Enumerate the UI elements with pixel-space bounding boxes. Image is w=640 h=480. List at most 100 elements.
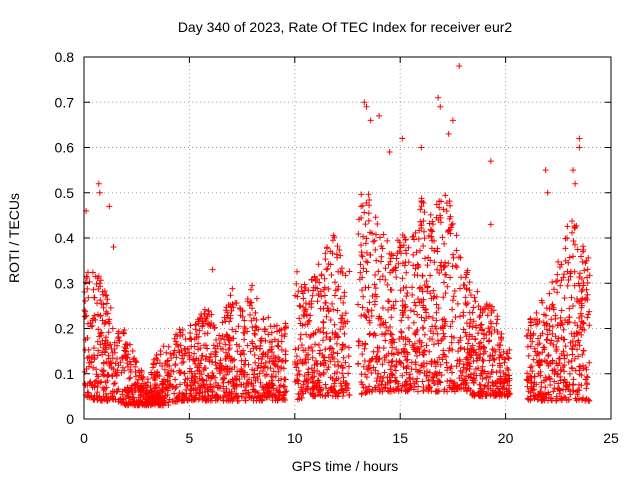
data-point — [412, 229, 419, 236]
data-point — [454, 300, 461, 307]
data-point — [168, 367, 175, 374]
data-point — [367, 357, 374, 364]
data-point — [379, 361, 386, 368]
data-point — [476, 314, 483, 321]
data-point — [426, 348, 433, 355]
data-point — [106, 396, 113, 403]
data-point — [314, 276, 321, 283]
y-tick-label: 0.6 — [55, 140, 75, 156]
data-point — [583, 286, 590, 293]
data-point — [466, 279, 473, 286]
data-point — [322, 360, 329, 367]
data-point — [139, 399, 146, 406]
data-point — [253, 345, 260, 352]
data-point — [438, 266, 445, 273]
data-point — [426, 232, 433, 239]
data-point — [282, 348, 289, 355]
data-point — [500, 348, 507, 355]
data-point — [434, 359, 441, 366]
data-point — [195, 340, 202, 347]
data-point — [127, 366, 134, 373]
data-point — [569, 302, 576, 309]
data-point — [132, 368, 139, 375]
data-point — [127, 399, 134, 406]
data-point — [105, 355, 112, 362]
data-point — [377, 234, 384, 241]
data-point — [366, 331, 373, 338]
data-point — [443, 208, 450, 215]
data-point — [241, 336, 248, 343]
data-point — [148, 369, 155, 376]
data-point — [344, 318, 351, 325]
data-point — [221, 314, 228, 321]
data-point — [524, 383, 531, 390]
data-point — [554, 289, 561, 296]
data-point — [385, 359, 392, 366]
data-point — [381, 354, 388, 361]
data-point — [247, 348, 254, 355]
data-point — [203, 397, 210, 404]
data-point — [416, 299, 423, 306]
data-point — [248, 286, 255, 293]
data-point — [429, 237, 436, 244]
data-point — [222, 349, 229, 356]
data-point — [270, 368, 277, 375]
data-point — [176, 390, 183, 397]
data-point — [448, 333, 455, 340]
data-point — [91, 393, 98, 400]
data-point — [476, 393, 483, 400]
data-point — [269, 374, 276, 381]
x-tick-label: 25 — [603, 430, 619, 446]
data-point — [322, 299, 329, 306]
data-point — [234, 348, 241, 355]
data-point — [271, 393, 278, 400]
data-point — [537, 390, 544, 397]
data-point — [470, 391, 477, 398]
data-point — [176, 348, 183, 355]
data-point — [388, 362, 395, 369]
data-point — [114, 342, 121, 349]
data-point — [318, 293, 325, 300]
data-point — [321, 284, 328, 291]
data-point — [159, 390, 166, 397]
data-point — [164, 391, 171, 398]
data-point — [248, 380, 255, 387]
data-point — [561, 295, 568, 302]
data-point — [446, 382, 453, 389]
data-point — [190, 356, 197, 363]
data-point — [106, 203, 113, 210]
data-point — [126, 375, 133, 382]
data-point — [342, 382, 349, 389]
data-point — [466, 331, 473, 338]
data-point — [549, 279, 556, 286]
data-point — [576, 395, 583, 402]
data-point — [355, 360, 362, 367]
data-point — [432, 363, 439, 370]
data-point — [527, 322, 534, 329]
data-point — [395, 260, 402, 267]
data-point — [483, 332, 490, 339]
data-point — [265, 331, 272, 338]
data-point — [505, 355, 512, 362]
data-point — [368, 312, 375, 319]
data-point — [423, 278, 430, 285]
data-point — [306, 317, 313, 324]
data-point — [91, 354, 98, 361]
data-point — [220, 394, 227, 401]
data-point — [312, 357, 319, 364]
data-point — [418, 362, 425, 369]
data-point — [441, 264, 448, 271]
data-point — [233, 300, 240, 307]
data-point — [546, 375, 553, 382]
data-point — [583, 366, 590, 373]
data-point — [198, 352, 205, 359]
data-point — [461, 282, 468, 289]
data-point — [123, 340, 130, 347]
data-point — [449, 318, 456, 325]
data-point — [435, 305, 442, 312]
data-point — [528, 363, 535, 370]
data-point — [555, 258, 562, 265]
data-point — [583, 380, 590, 387]
data-point — [105, 329, 112, 336]
data-point — [562, 386, 569, 393]
